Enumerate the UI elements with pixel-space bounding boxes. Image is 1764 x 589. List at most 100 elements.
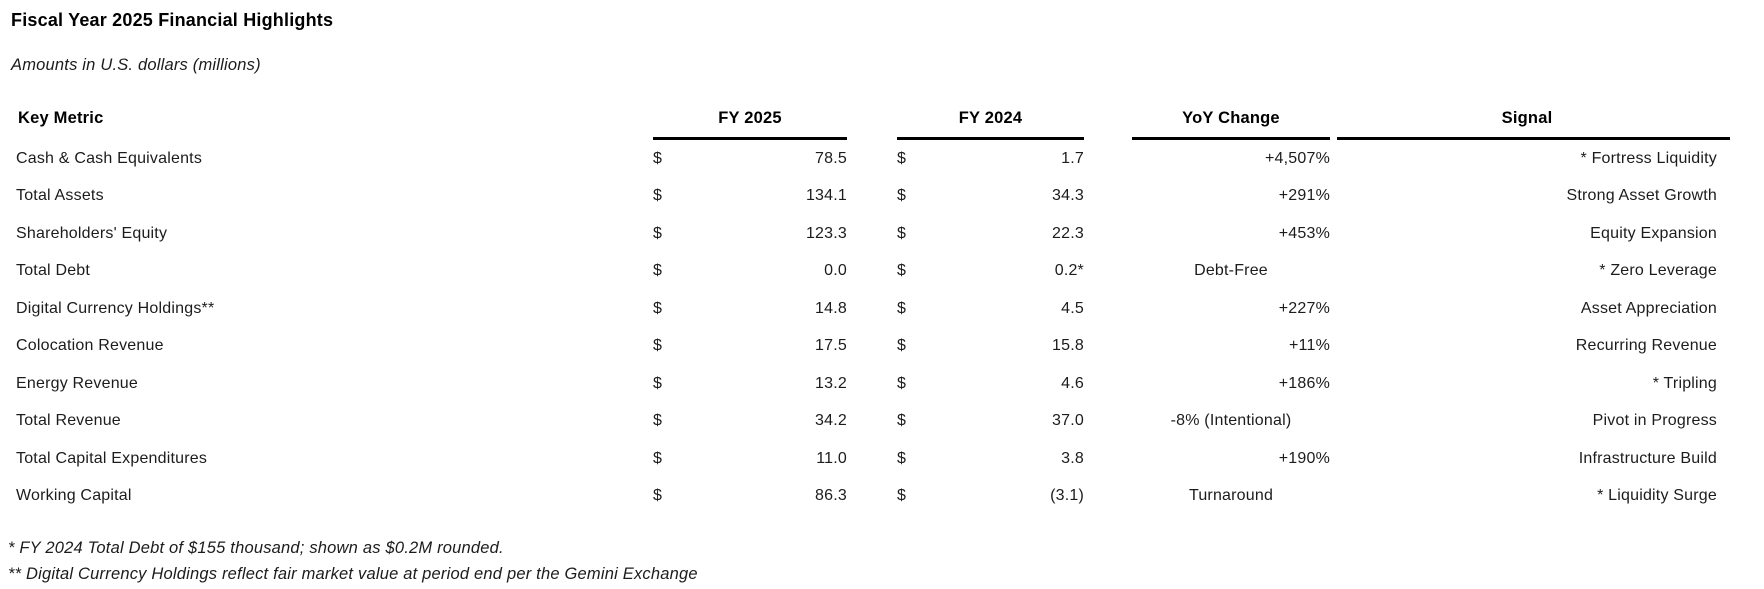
footnote-digital-currency: ** Digital Currency Holdings reflect fai… xyxy=(8,565,698,583)
fy2025-value-cell: $ 17.5 xyxy=(653,337,847,355)
fy2024-value: 1.7 xyxy=(1061,149,1084,167)
fy2025-value-cell: $ 134.1 xyxy=(653,187,847,205)
metric-label: Total Revenue xyxy=(16,412,121,430)
metric-label: Colocation Revenue xyxy=(16,337,164,355)
signal-value: Strong Asset Growth xyxy=(1566,187,1717,205)
metric-label: Working Capital xyxy=(16,487,132,505)
fy2024-value-cell: $ 0.2* xyxy=(897,262,1084,280)
yoy-change-value: +291% xyxy=(1278,187,1330,205)
metric-label: Total Assets xyxy=(16,187,104,205)
subtitle-units-note: Amounts in U.S. dollars (millions) xyxy=(11,56,261,74)
fy2025-value: 34.2 xyxy=(815,412,847,430)
column-header-yoy-change: YoY Change xyxy=(1132,109,1330,140)
yoy-change-value: +190% xyxy=(1278,449,1330,467)
dollar-sign: $ xyxy=(897,262,907,280)
fy2025-value: 11.0 xyxy=(816,449,847,467)
dollar-sign: $ xyxy=(653,299,663,317)
metric-label: Shareholders' Equity xyxy=(16,224,168,242)
table-header-row: Key Metric FY 2025 FY 2024 YoY Change Si… xyxy=(0,109,1764,140)
dollar-sign: $ xyxy=(897,149,907,167)
fy2024-value: 3.8 xyxy=(1061,449,1084,467)
fy2024-value: 22.3 xyxy=(1052,224,1084,242)
fy2025-value-cell: $ 0.0 xyxy=(653,262,847,280)
fy2024-value-cell: $ 22.3 xyxy=(897,225,1084,243)
table-row: Energy Revenue $ 13.2 $ 4.6 +186% * Trip… xyxy=(0,365,1764,403)
dollar-sign: $ xyxy=(897,449,907,467)
fy2024-value: 34.3 xyxy=(1052,187,1084,205)
fy2024-value-cell: $ 37.0 xyxy=(897,412,1084,430)
table-row: Total Assets $ 134.1 $ 34.3 +291% Strong… xyxy=(0,178,1764,216)
yoy-change-value: +227% xyxy=(1278,299,1330,317)
fy2024-value: 15.8 xyxy=(1052,337,1084,355)
fy2024-value-cell: $ 3.8 xyxy=(897,450,1084,468)
table-row: Total Revenue $ 34.2 $ 37.0 -8% (Intenti… xyxy=(0,403,1764,441)
signal-value: * Fortress Liquidity xyxy=(1580,149,1717,167)
yoy-change-value: -8% (Intentional) xyxy=(1170,412,1292,430)
fy2024-value-cell: $ 1.7 xyxy=(897,150,1084,168)
dollar-sign: $ xyxy=(897,299,907,317)
fy2025-value: 123.3 xyxy=(805,224,847,242)
fy2024-value: 37.0 xyxy=(1052,412,1084,430)
fy2024-value-cell: $ (3.1) xyxy=(897,487,1084,505)
fy2025-value: 134.1 xyxy=(805,187,847,205)
dollar-sign: $ xyxy=(897,224,907,242)
fy2025-value-cell: $ 13.2 xyxy=(653,375,847,393)
metric-label: Digital Currency Holdings** xyxy=(16,299,215,317)
column-header-signal: Signal xyxy=(1337,109,1730,140)
table-row: Total Debt $ 0.0 $ 0.2* Debt-Free * Zero… xyxy=(0,253,1764,291)
fy2025-value-cell: $ 123.3 xyxy=(653,225,847,243)
dollar-sign: $ xyxy=(653,224,663,242)
column-header-key-metric: Key Metric xyxy=(18,109,104,127)
column-header-fy2024: FY 2024 xyxy=(897,109,1084,140)
fy2024-value: 4.5 xyxy=(1061,299,1084,317)
table-row: Total Capital Expenditures $ 11.0 $ 3.8 … xyxy=(0,440,1764,478)
signal-value: * Tripling xyxy=(1652,374,1717,392)
yoy-change-value: +11% xyxy=(1289,337,1330,355)
metric-label: Cash & Cash Equivalents xyxy=(16,149,203,167)
metric-label: Energy Revenue xyxy=(16,374,138,392)
yoy-change-value: +186% xyxy=(1278,374,1330,392)
dollar-sign: $ xyxy=(897,487,907,505)
dollar-sign: $ xyxy=(653,412,663,430)
signal-value: Recurring Revenue xyxy=(1575,337,1717,355)
fy2024-value-cell: $ 4.5 xyxy=(897,300,1084,318)
fy2025-value-cell: $ 11.0 xyxy=(653,450,847,468)
signal-value: * Liquidity Surge xyxy=(1597,487,1717,505)
fy2024-value: 4.6 xyxy=(1061,374,1084,392)
metric-label: Total Capital Expenditures xyxy=(16,449,208,467)
yoy-change-value: Turnaround xyxy=(1188,487,1274,505)
fy2025-value: 86.3 xyxy=(815,487,847,505)
table-row: Cash & Cash Equivalents $ 78.5 $ 1.7 +4,… xyxy=(0,140,1764,178)
fy2024-value-cell: $ 15.8 xyxy=(897,337,1084,355)
dollar-sign: $ xyxy=(653,449,663,467)
fy2024-value: 0.2* xyxy=(1054,262,1084,280)
dollar-sign: $ xyxy=(653,262,663,280)
signal-value: * Zero Leverage xyxy=(1599,262,1717,280)
fy2025-value-cell: $ 86.3 xyxy=(653,487,847,505)
dollar-sign: $ xyxy=(653,149,663,167)
dollar-sign: $ xyxy=(653,187,663,205)
signal-value: Pivot in Progress xyxy=(1592,412,1717,430)
fy2025-value: 17.5 xyxy=(815,337,847,355)
dollar-sign: $ xyxy=(653,337,663,355)
fy2025-value-cell: $ 14.8 xyxy=(653,300,847,318)
yoy-change-value: +4,507% xyxy=(1264,149,1330,167)
table-row: Working Capital $ 86.3 $ (3.1) Turnaroun… xyxy=(0,478,1764,516)
footnotes-block: * FY 2024 Total Debt of $155 thousand; s… xyxy=(0,535,1764,587)
table-row: Colocation Revenue $ 17.5 $ 15.8 +11% Re… xyxy=(0,328,1764,366)
dollar-sign: $ xyxy=(653,487,663,505)
dollar-sign: $ xyxy=(897,337,907,355)
table-row: Shareholders' Equity $ 123.3 $ 22.3 +453… xyxy=(0,215,1764,253)
fy2025-value: 14.8 xyxy=(815,299,847,317)
table-body: Cash & Cash Equivalents $ 78.5 $ 1.7 +4,… xyxy=(0,140,1764,515)
dollar-sign: $ xyxy=(653,374,663,392)
fy2025-value: 13.2 xyxy=(815,374,847,392)
fy2025-value: 78.5 xyxy=(815,149,847,167)
financial-highlights-table: Key Metric FY 2025 FY 2024 YoY Change Si… xyxy=(0,109,1764,515)
fy2025-value: 0.0 xyxy=(824,262,847,280)
fy2025-value-cell: $ 34.2 xyxy=(653,412,847,430)
column-header-fy2025: FY 2025 xyxy=(653,109,847,140)
page-title: Fiscal Year 2025 Financial Highlights xyxy=(11,10,334,30)
fy2024-value: (3.1) xyxy=(1050,487,1084,505)
